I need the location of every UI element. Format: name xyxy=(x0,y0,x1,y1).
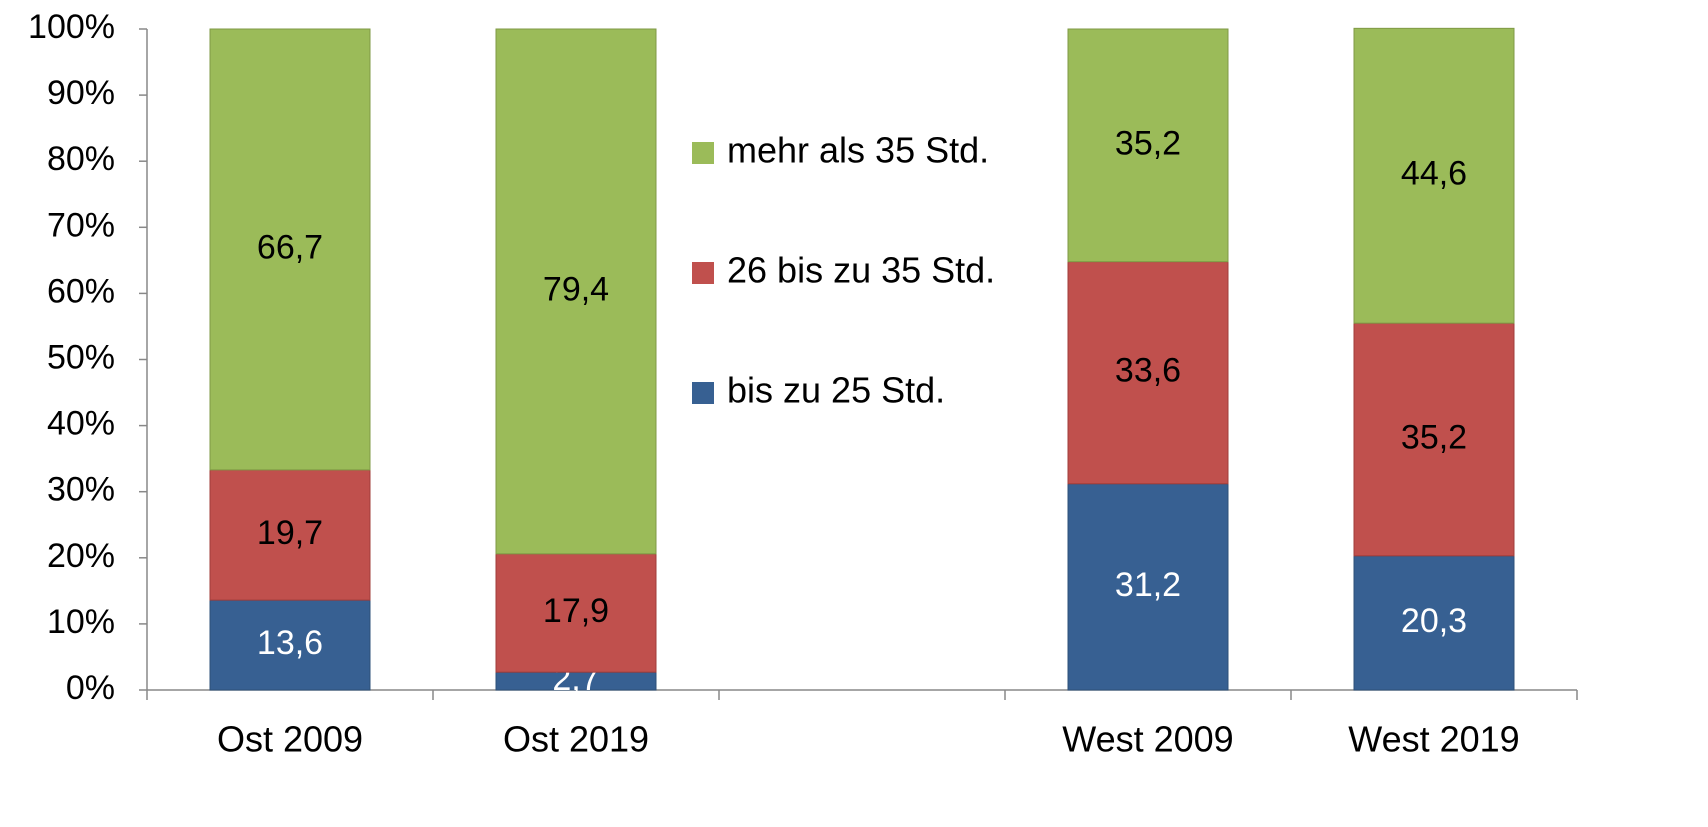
bar-segment xyxy=(1353,322,1515,557)
legend-label: 26 bis zu 35 Std. xyxy=(727,250,995,291)
data-label: 44,6 xyxy=(1401,155,1467,193)
bar-segment xyxy=(1353,27,1515,324)
data-label: 33,6 xyxy=(1115,352,1181,390)
x-tick-label: West 2009 xyxy=(1062,719,1233,760)
y-tick-label: 90% xyxy=(47,74,115,112)
y-tick-label: 20% xyxy=(47,537,115,575)
bar-segment xyxy=(1353,555,1515,691)
x-tick-label: Ost 2009 xyxy=(217,719,363,760)
y-tick-label: 70% xyxy=(47,206,115,244)
legend-swatch xyxy=(692,382,714,404)
y-tick-label: 0% xyxy=(66,669,115,707)
data-label: 20,3 xyxy=(1401,602,1467,640)
x-tick-label: West 2019 xyxy=(1348,719,1519,760)
data-label: 66,7 xyxy=(257,228,323,266)
y-tick-label: 30% xyxy=(47,471,115,509)
legend-label: mehr als 35 Std. xyxy=(727,130,989,171)
data-label: 35,2 xyxy=(1401,418,1467,456)
y-tick-label: 50% xyxy=(47,338,115,376)
y-tick-label: 80% xyxy=(47,140,115,178)
data-label: 17,9 xyxy=(543,592,609,630)
legend-swatch xyxy=(692,262,714,284)
data-label: 31,2 xyxy=(1115,566,1181,604)
bar-segment xyxy=(209,469,371,601)
y-tick-label: 40% xyxy=(47,405,115,443)
bar-segment xyxy=(1067,28,1229,263)
legend-swatch xyxy=(692,142,714,164)
data-label: 79,4 xyxy=(543,270,609,308)
bar-segment xyxy=(495,553,657,673)
bar-segment xyxy=(495,28,657,555)
bar-segment xyxy=(1067,261,1229,485)
y-tick-label: 60% xyxy=(47,272,115,310)
bar-segment xyxy=(209,28,371,471)
legend-label: bis zu 25 Std. xyxy=(727,370,945,411)
x-tick-label: Ost 2019 xyxy=(503,719,649,760)
data-label: 35,2 xyxy=(1115,124,1181,162)
y-tick-label: 100% xyxy=(28,8,115,46)
data-label: 13,6 xyxy=(257,624,323,662)
y-tick-label: 10% xyxy=(47,603,115,641)
data-label: 19,7 xyxy=(257,514,323,552)
